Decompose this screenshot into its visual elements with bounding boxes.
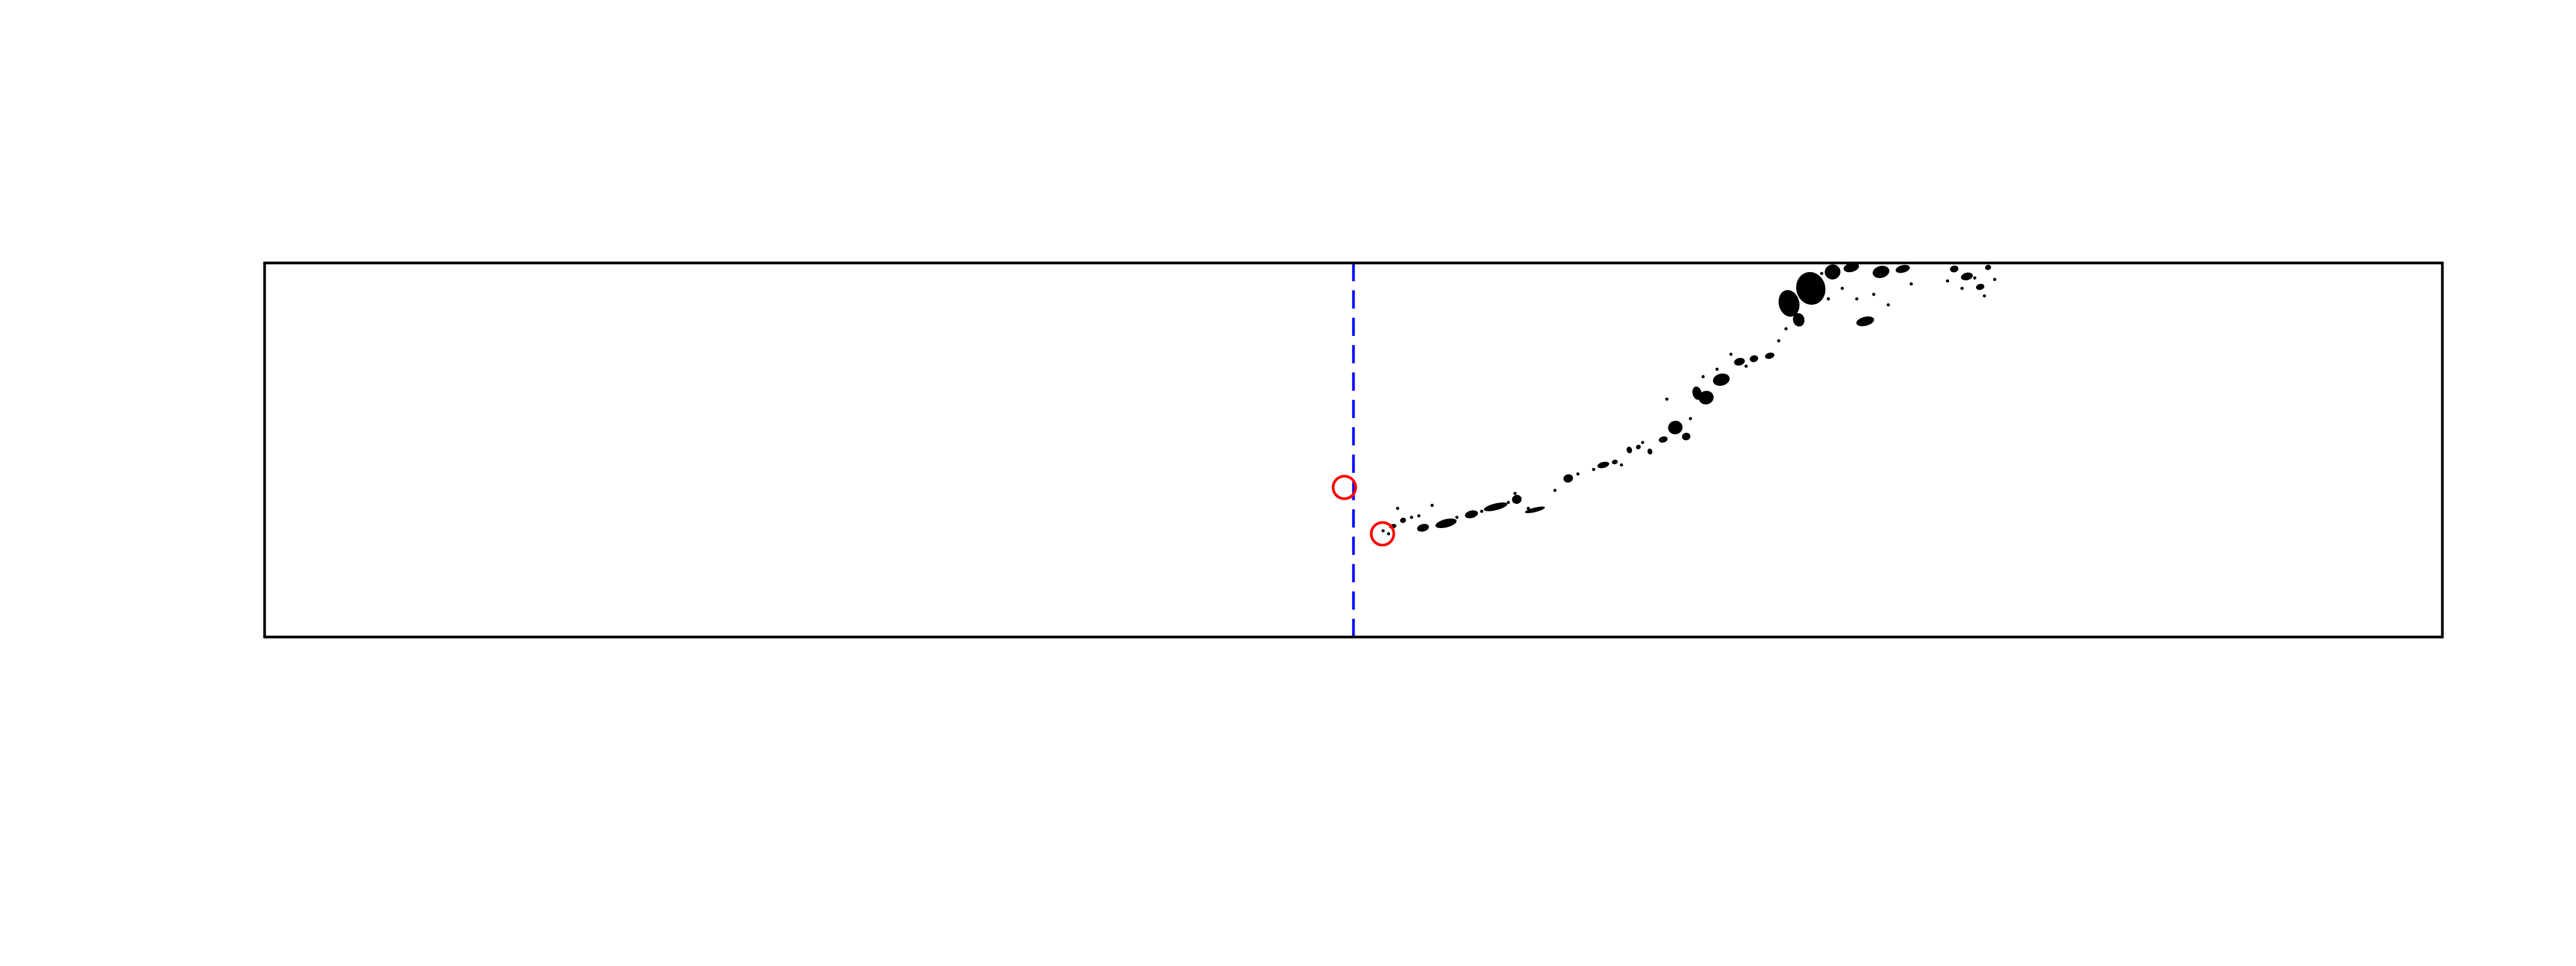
island-26 bbox=[1792, 313, 1805, 327]
island-9 bbox=[1563, 474, 1574, 483]
islet-7 bbox=[1455, 515, 1459, 519]
island-24 bbox=[1779, 290, 1800, 317]
island-11 bbox=[1612, 459, 1618, 465]
islet-9 bbox=[1506, 501, 1510, 504]
islet-16 bbox=[1641, 441, 1644, 444]
islet-20 bbox=[1701, 375, 1705, 378]
islet-23 bbox=[1744, 364, 1748, 368]
island-4 bbox=[1435, 518, 1457, 529]
islet-4 bbox=[1410, 515, 1414, 519]
island-14 bbox=[1647, 448, 1652, 455]
islet-15 bbox=[1620, 463, 1623, 467]
island-29 bbox=[1856, 316, 1875, 326]
islet-24 bbox=[1777, 339, 1781, 342]
marker-near-island bbox=[1370, 521, 1395, 547]
island-5 bbox=[1465, 510, 1478, 518]
island-21 bbox=[1734, 357, 1745, 366]
island-2 bbox=[1400, 517, 1407, 523]
island-17 bbox=[1682, 433, 1690, 441]
island-27 bbox=[1825, 264, 1841, 280]
island-30 bbox=[1872, 266, 1890, 279]
island-13 bbox=[1636, 444, 1641, 450]
map-frame bbox=[263, 261, 2444, 639]
marker-near-dateline bbox=[1331, 474, 1357, 500]
island-28 bbox=[1843, 263, 1860, 273]
islet-18 bbox=[1671, 421, 1674, 425]
islet-12 bbox=[1553, 488, 1557, 492]
island-7 bbox=[1512, 495, 1522, 504]
islet-22 bbox=[1729, 353, 1733, 356]
islet-11 bbox=[1526, 507, 1530, 510]
island-23 bbox=[1765, 353, 1775, 359]
island-12 bbox=[1626, 447, 1633, 453]
islet-33 bbox=[1945, 279, 1949, 283]
island-10 bbox=[1597, 462, 1609, 469]
island-6 bbox=[1483, 502, 1507, 511]
islet-6 bbox=[1430, 503, 1434, 507]
island-15 bbox=[1658, 436, 1668, 443]
islet-32 bbox=[1909, 282, 1913, 286]
islet-25 bbox=[1784, 327, 1788, 331]
islet-8 bbox=[1480, 509, 1483, 513]
island-25 bbox=[1796, 272, 1826, 305]
islet-10 bbox=[1513, 492, 1517, 495]
islet-37 bbox=[1993, 277, 1996, 281]
island-31 bbox=[1896, 265, 1910, 273]
islet-30 bbox=[1872, 292, 1876, 296]
islet-2 bbox=[1387, 532, 1391, 536]
islet-36 bbox=[1982, 294, 1986, 298]
island-33 bbox=[1960, 272, 1973, 281]
islet-19 bbox=[1688, 416, 1692, 420]
islet-27 bbox=[1826, 297, 1830, 301]
islet-3 bbox=[1396, 507, 1400, 510]
islet-35 bbox=[1973, 276, 1977, 280]
islet-5 bbox=[1417, 514, 1421, 518]
islet-26 bbox=[1820, 272, 1824, 275]
island-32 bbox=[1950, 265, 1959, 273]
land-layer bbox=[1381, 263, 1996, 536]
island-19 bbox=[1699, 391, 1714, 405]
islet-31 bbox=[1886, 303, 1890, 307]
islet-28 bbox=[1840, 287, 1844, 290]
island-8 bbox=[1525, 506, 1545, 514]
marker-layer bbox=[1331, 474, 1395, 547]
islet-1 bbox=[1381, 529, 1385, 533]
islet-14 bbox=[1592, 467, 1596, 471]
island-3 bbox=[1417, 524, 1429, 532]
island-20 bbox=[1713, 373, 1730, 386]
islet-21 bbox=[1715, 367, 1719, 371]
island-34 bbox=[1976, 283, 1985, 290]
island-35 bbox=[1985, 265, 1992, 270]
islet-29 bbox=[1855, 297, 1858, 301]
islet-34 bbox=[1960, 287, 1964, 290]
islet-17 bbox=[1665, 397, 1668, 401]
islet-13 bbox=[1576, 472, 1580, 476]
island-22 bbox=[1750, 355, 1759, 362]
